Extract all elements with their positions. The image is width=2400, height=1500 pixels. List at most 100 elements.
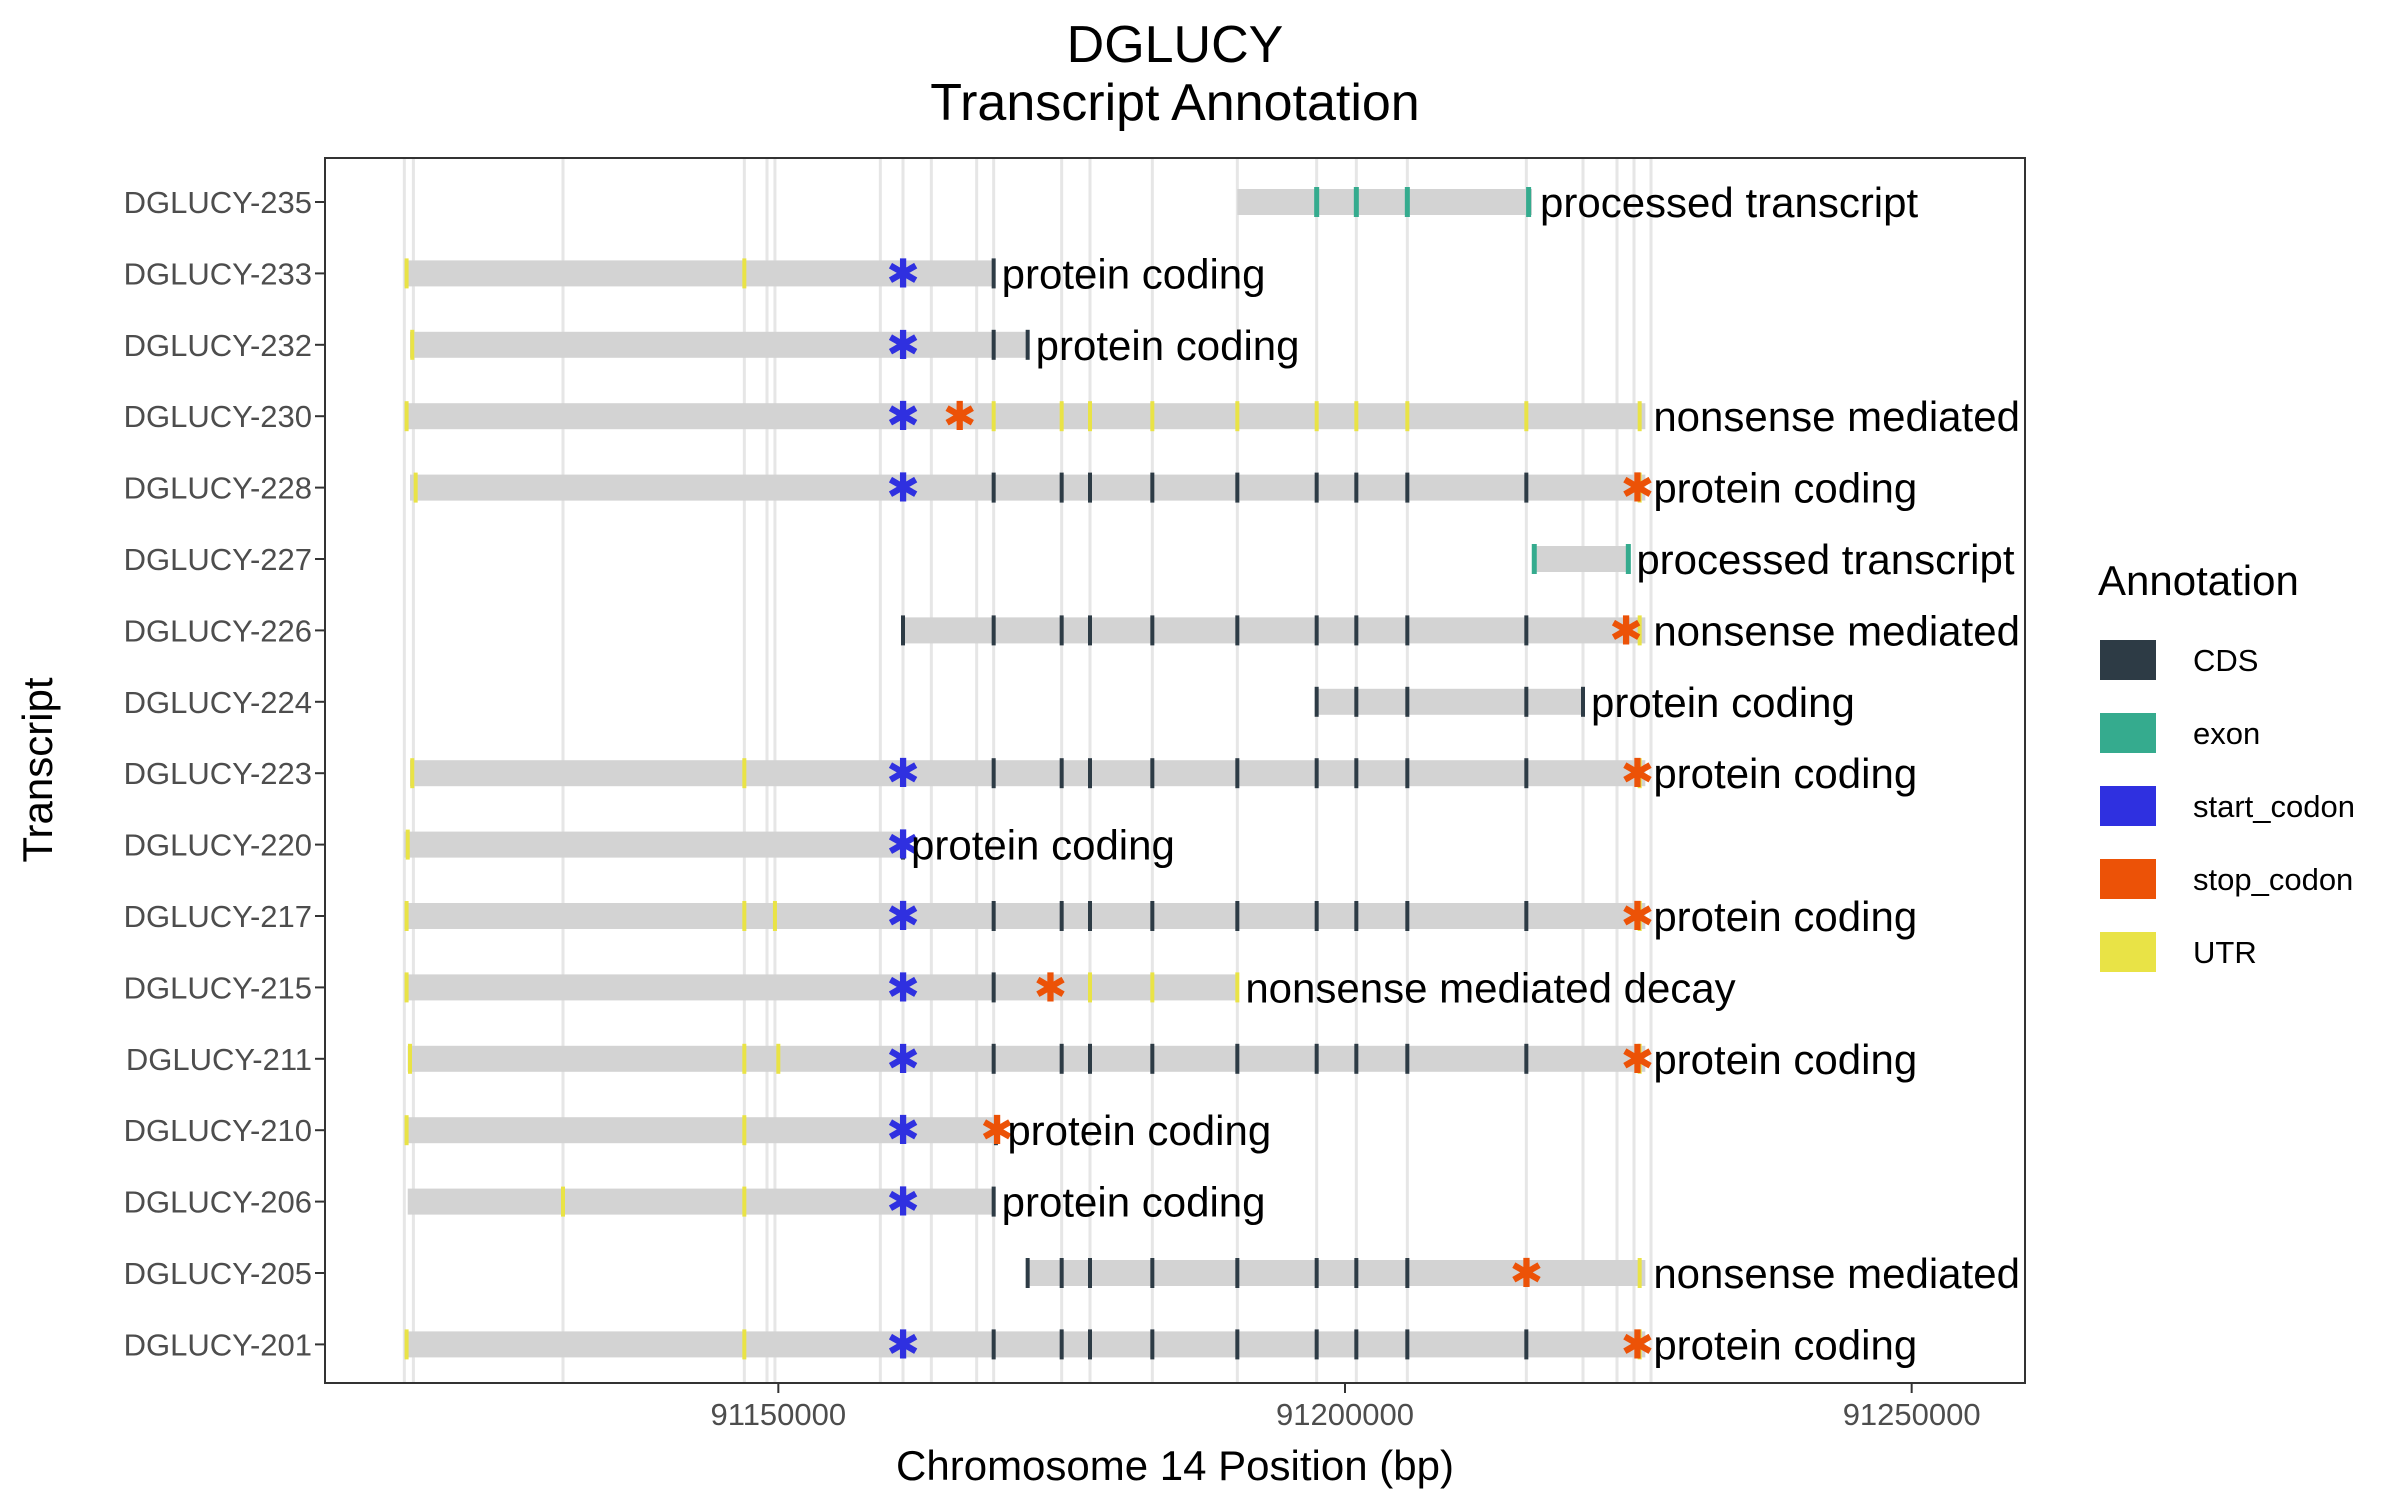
cds-mark	[991, 901, 996, 931]
legend: Annotation CDS exon start_codon stop_codon U…	[2098, 557, 2355, 972]
cds-mark	[1235, 1043, 1240, 1074]
utr-mark	[742, 1115, 747, 1146]
transcript-row: ✱✱protein coding	[410, 465, 1917, 512]
y-tick-label: DGLUCY-210	[124, 1113, 312, 1148]
utr-mark	[1637, 1258, 1642, 1288]
cds-mark	[1405, 1329, 1410, 1360]
utr-mark	[1637, 401, 1642, 432]
utr-mark	[742, 758, 747, 789]
cds-mark	[1235, 472, 1240, 503]
cds-mark	[1088, 1043, 1092, 1074]
start-codon-mark: ✱	[886, 394, 920, 440]
biotype-label: protein coding	[1036, 322, 1300, 369]
y-tick-label: DGLUCY-201	[124, 1327, 312, 1362]
cds-mark	[1314, 758, 1319, 789]
cds-mark	[1354, 758, 1359, 789]
utr-mark	[408, 1043, 412, 1074]
cds-mark	[1405, 615, 1410, 646]
transcript-row: ✱ nonsense mediated decay	[1025, 1250, 2025, 1297]
cds-mark	[991, 972, 996, 1003]
cds-mark	[1354, 686, 1359, 717]
cds-mark	[1088, 1258, 1092, 1288]
legend-title: Annotation	[2098, 557, 2299, 604]
cds-mark	[991, 1329, 996, 1360]
transcript-span	[1027, 1260, 1646, 1286]
cds-mark	[1524, 472, 1529, 503]
transcript-span	[407, 1045, 1646, 1072]
stop-codon-mark: ✱	[1621, 751, 1655, 797]
utr-mark	[404, 1115, 409, 1146]
transcript-span	[404, 903, 1646, 929]
transcript-span	[404, 974, 1238, 1001]
utr-mark	[991, 401, 996, 432]
cds-mark	[901, 615, 905, 646]
cds-mark	[1059, 615, 1064, 646]
cds-mark	[1314, 472, 1319, 503]
biotype-label: processed transcript	[1636, 536, 2014, 583]
exon-mark	[1531, 544, 1537, 574]
y-tick-label: DGLUCY-220	[124, 828, 312, 863]
transcript-row: ✱protein coding	[404, 250, 1266, 297]
transcript-row: ✱protein coding	[407, 1179, 1266, 1226]
legend-swatch-CDS	[2100, 640, 2156, 680]
y-tick-label: DGLUCY-232	[124, 328, 312, 363]
legend-label: exon	[2193, 716, 2260, 751]
transcript-row: ✱ protein coding	[410, 322, 1300, 369]
utr-mark	[1088, 401, 1092, 432]
utr-mark	[1637, 1329, 1642, 1360]
y-tick-label: DGLUCY-233	[124, 256, 312, 291]
cds-mark	[1088, 758, 1092, 789]
cds-mark	[1235, 758, 1240, 789]
cds-mark	[1025, 1258, 1030, 1288]
cds-mark	[991, 1043, 996, 1074]
utr-mark	[413, 472, 418, 503]
cds-mark	[1150, 615, 1155, 646]
chart-title: DGLUCY	[1067, 16, 1284, 74]
transcript-row: ✱✱protein coding	[404, 1321, 1917, 1368]
y-tick-label: DGLUCY-211	[126, 1042, 312, 1077]
transcript-row: protein coding	[1314, 679, 1855, 726]
transcript-span	[1532, 546, 1629, 572]
transcript-tracks: processed transcript ✱ protein coding ✱ prot…	[404, 179, 2143, 1368]
utr-mark	[404, 401, 409, 432]
utr-mark	[1524, 401, 1529, 432]
y-tick-label: DGLUCY-206	[124, 1185, 312, 1220]
cds-mark	[1405, 1258, 1410, 1288]
utr-mark	[742, 258, 747, 289]
stop-codon-mark: ✱	[1609, 608, 1643, 654]
cds-mark	[1150, 472, 1155, 503]
transcript-span	[404, 831, 903, 858]
biotype-label: protein coding	[1007, 1107, 1271, 1154]
cds-mark	[1235, 1329, 1240, 1360]
stop-codon-mark: ✱	[1621, 1322, 1655, 1368]
utr-mark	[1059, 401, 1064, 432]
utr-mark	[405, 829, 410, 860]
start-codon-mark: ✱	[886, 823, 920, 869]
cds-mark	[1150, 901, 1155, 931]
transcript-span	[404, 260, 994, 287]
utr-mark	[1354, 401, 1359, 432]
x-tick-label: 91200000	[1276, 1397, 1414, 1432]
biotype-label: nonsense mediated decay	[1653, 607, 2143, 654]
transcript-row: ✱✱protein coding	[404, 1107, 1271, 1154]
cds-mark	[1088, 901, 1092, 931]
exon-mark	[1404, 187, 1410, 217]
cds-mark	[1150, 1043, 1155, 1074]
cds-mark	[1059, 1329, 1064, 1360]
utr-mark	[1235, 972, 1240, 1003]
cds-mark	[1150, 1329, 1155, 1360]
stop-codon-mark: ✱	[1510, 1251, 1544, 1297]
start-codon-mark: ✱	[886, 894, 920, 940]
stop-codon-mark: ✱	[1621, 466, 1655, 512]
cds-mark	[1314, 686, 1319, 717]
start-codon-mark: ✱	[886, 751, 920, 797]
cds-mark	[901, 829, 905, 860]
utr-mark	[404, 1329, 409, 1360]
start-codon-mark: ✱	[886, 323, 920, 369]
utr-mark	[1235, 401, 1240, 432]
transcript-span	[407, 1188, 994, 1215]
y-tick-label: DGLUCY-205	[124, 1256, 312, 1291]
transcript-row: ✱protein coding	[404, 822, 1175, 869]
utr-mark	[1405, 401, 1410, 432]
